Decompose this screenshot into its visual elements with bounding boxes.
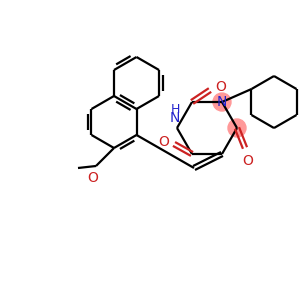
- Text: N: N: [217, 95, 227, 109]
- Text: H: H: [170, 103, 180, 116]
- Circle shape: [228, 119, 246, 137]
- Text: N: N: [170, 111, 180, 125]
- Text: O: O: [88, 171, 98, 185]
- Text: O: O: [243, 154, 254, 168]
- Circle shape: [213, 93, 231, 111]
- Text: O: O: [215, 80, 226, 94]
- Text: O: O: [158, 135, 169, 149]
